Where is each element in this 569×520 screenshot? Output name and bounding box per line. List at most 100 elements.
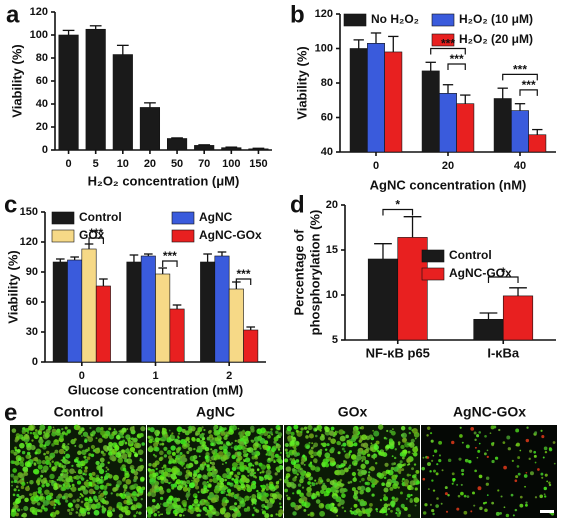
y-tick-label: 90	[26, 266, 38, 278]
y-tick-label: 15	[326, 244, 338, 256]
cell	[183, 443, 187, 447]
bar	[140, 255, 156, 363]
cell	[300, 461, 304, 465]
cell	[133, 442, 140, 449]
cell	[299, 478, 304, 484]
cell	[37, 509, 41, 513]
cell	[161, 430, 166, 435]
cell	[246, 447, 251, 453]
cell	[159, 489, 165, 495]
error-bar	[89, 25, 102, 30]
cell	[154, 454, 157, 458]
y-tick-label: 0	[32, 356, 38, 368]
cell	[188, 482, 195, 489]
cell	[213, 430, 220, 436]
cell	[139, 459, 142, 462]
significance-bracket	[88, 237, 104, 244]
cell	[213, 487, 220, 494]
cell	[82, 488, 85, 491]
cell	[227, 492, 232, 497]
cell	[113, 428, 116, 431]
error-bar	[171, 137, 183, 139]
cell	[52, 426, 55, 429]
cell	[311, 482, 316, 487]
cell	[320, 489, 325, 495]
cell	[291, 435, 293, 438]
cell	[263, 505, 267, 508]
cell	[138, 511, 142, 515]
cell	[179, 452, 183, 456]
cell	[391, 478, 397, 484]
cell	[335, 430, 339, 434]
cell	[13, 488, 17, 492]
cell	[378, 472, 385, 479]
cell	[349, 464, 352, 467]
cell	[16, 508, 21, 512]
cell	[152, 440, 155, 443]
cell	[21, 436, 26, 441]
cell	[290, 431, 295, 436]
cells	[146, 424, 284, 519]
cell	[21, 512, 27, 518]
cell	[194, 460, 199, 465]
cell	[186, 450, 190, 455]
cell	[519, 503, 524, 508]
cell	[402, 477, 405, 481]
cell	[402, 449, 408, 454]
cell	[541, 476, 544, 479]
cell	[514, 508, 518, 512]
cell	[284, 458, 289, 463]
cell	[160, 479, 165, 484]
cell	[10, 511, 16, 517]
cell	[197, 491, 200, 494]
y-tick-label: 0	[42, 144, 48, 156]
cell	[63, 450, 66, 453]
cell	[108, 483, 112, 487]
error-bar	[514, 103, 526, 111]
micrograph-label: AgNC	[196, 404, 235, 420]
cell	[238, 431, 243, 436]
cell	[438, 459, 442, 463]
cell	[385, 437, 388, 440]
cell	[140, 476, 145, 482]
cell	[55, 510, 60, 515]
cell	[22, 466, 29, 472]
cell	[343, 463, 346, 466]
cell	[515, 475, 519, 479]
cell	[43, 452, 46, 456]
bar	[52, 261, 68, 363]
cell	[324, 448, 328, 452]
cell	[200, 488, 205, 492]
cell	[247, 474, 250, 477]
cell	[265, 483, 269, 487]
cell	[285, 475, 289, 480]
cell	[447, 458, 452, 463]
cell	[383, 476, 387, 480]
cell	[162, 427, 165, 430]
cell	[250, 468, 255, 473]
cell	[357, 468, 360, 472]
cell	[35, 491, 38, 494]
cell	[89, 498, 93, 502]
cell	[90, 453, 95, 458]
cell	[251, 503, 254, 506]
cell	[458, 457, 462, 461]
error-bar	[403, 216, 422, 238]
cell	[73, 476, 77, 480]
cell	[412, 446, 419, 453]
y-tick-label: 60	[321, 111, 333, 123]
cell	[232, 455, 236, 459]
cell	[369, 466, 375, 472]
cell	[207, 513, 213, 519]
cell	[188, 471, 193, 476]
cell	[126, 428, 129, 430]
cell	[473, 504, 476, 507]
cell	[330, 438, 336, 444]
bar	[58, 34, 79, 151]
error-bar	[55, 258, 65, 262]
cell	[54, 465, 58, 469]
cell	[40, 469, 45, 474]
cell	[244, 444, 248, 447]
cell	[20, 485, 25, 490]
cell	[401, 456, 405, 460]
